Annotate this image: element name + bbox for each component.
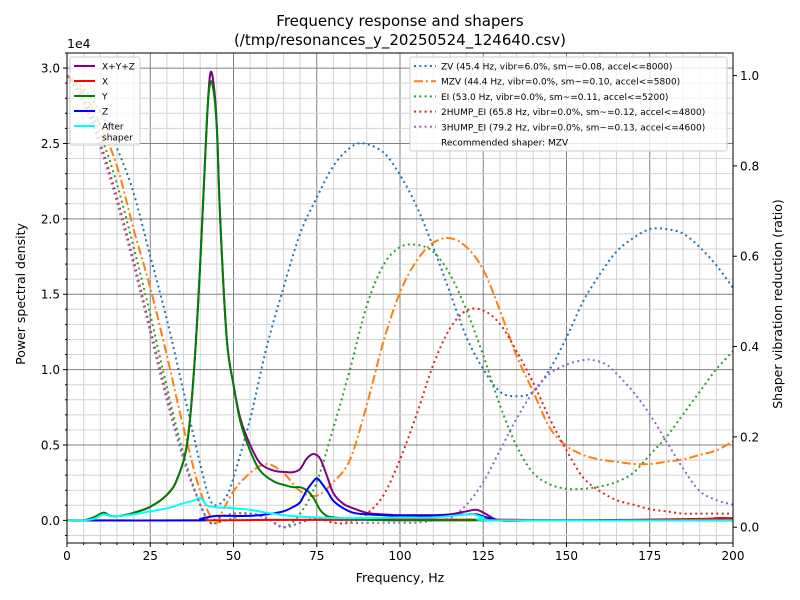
y-tick-label: 1.5 [41, 288, 60, 302]
y-tick-label: 3.0 [41, 62, 60, 76]
x-axis-label: Frequency, Hz [356, 570, 445, 585]
shaper-legend-box [409, 56, 728, 152]
y2-tick-label: 0.6 [740, 250, 759, 264]
chart-subtitle: (/tmp/resonances_y_20250524_124640.csv) [234, 31, 566, 50]
psd-curves [67, 70, 733, 522]
psd-legend-label: Z [102, 108, 108, 118]
y2-tick-label: 0.4 [740, 340, 759, 354]
psd-curve-4 [67, 496, 733, 522]
x-axis-ticks: 0 25 50 75 100 125 150 175 200 [63, 543, 744, 563]
psd-legend-label: shaper [102, 134, 133, 144]
y-tick-label: 2.0 [41, 212, 60, 226]
psd-legend-label: After [102, 123, 124, 133]
y2-tick-label: 1.0 [740, 69, 759, 83]
shaper-legend: ZV (45.4 Hz, vibr=6.0%, sm~=0.08, accel<… [409, 56, 728, 152]
x-tick-label: 0 [63, 549, 71, 563]
shaper-curve-1 [67, 74, 733, 525]
y-axis-label: Power spectral density [13, 223, 28, 365]
psd-legend-box [69, 56, 141, 146]
shaper-legend-label: 3HUMP_EI (79.2 Hz, vibr=0.0%, sm~=0.13, … [441, 123, 705, 133]
chart-title: Frequency response and shapers [276, 12, 524, 30]
y-tick-label: 1.0 [41, 363, 60, 377]
y-axis-ticks: 0.0 0.5 1.0 1.5 2.0 2.5 3.0 [41, 52, 67, 536]
shaper-legend-label: ZV (45.4 Hz, vibr=6.0%, sm~=0.08, accel<… [441, 63, 672, 73]
psd-legend-label: X+Y+Z [102, 63, 135, 73]
psd-legend-label: Y [101, 93, 108, 103]
shaper-curve-4 [67, 75, 733, 529]
y2-axis-label: Shaper vibration reduction (ratio) [770, 199, 785, 409]
x-tick-label: 75 [309, 549, 324, 563]
x-tick-label: 50 [226, 549, 241, 563]
y2-tick-label: 0.2 [740, 430, 759, 444]
y-axis-offset-label: 1e4 [67, 36, 91, 51]
recommended-shaper-label: Recommended shaper: MZV [441, 139, 569, 149]
y-tick-label: 2.5 [41, 137, 60, 151]
shaper-legend-label: MZV (44.4 Hz, vibr=0.0%, sm~=0.10, accel… [441, 78, 680, 88]
x-tick-label: 150 [555, 549, 578, 563]
shaper-legend-label: 2HUMP_EI (65.8 Hz, vibr=0.0%, sm~=0.12, … [441, 108, 705, 118]
y-tick-label: 0.5 [41, 439, 60, 453]
grid [66, 52, 734, 543]
x-tick-label: 200 [722, 549, 745, 563]
x-tick-label: 125 [472, 549, 495, 563]
y2-tick-label: 0.8 [740, 159, 759, 173]
x-tick-label: 100 [389, 549, 412, 563]
x-tick-label: 25 [143, 549, 158, 563]
shaper-curve-0 [67, 74, 733, 507]
shaper-legend-label: EI (53.0 Hz, vibr=0.0%, sm~=0.11, accel<… [441, 93, 668, 103]
y2-axis-ticks: 0.0 0.2 0.4 0.6 0.8 1.0 [733, 69, 759, 535]
y-tick-label: 0.0 [41, 514, 60, 528]
y2-tick-label: 0.0 [740, 521, 759, 535]
shaper-curves [67, 74, 733, 529]
x-tick-label: 175 [638, 549, 661, 563]
psd-legend-label: X [102, 78, 108, 88]
